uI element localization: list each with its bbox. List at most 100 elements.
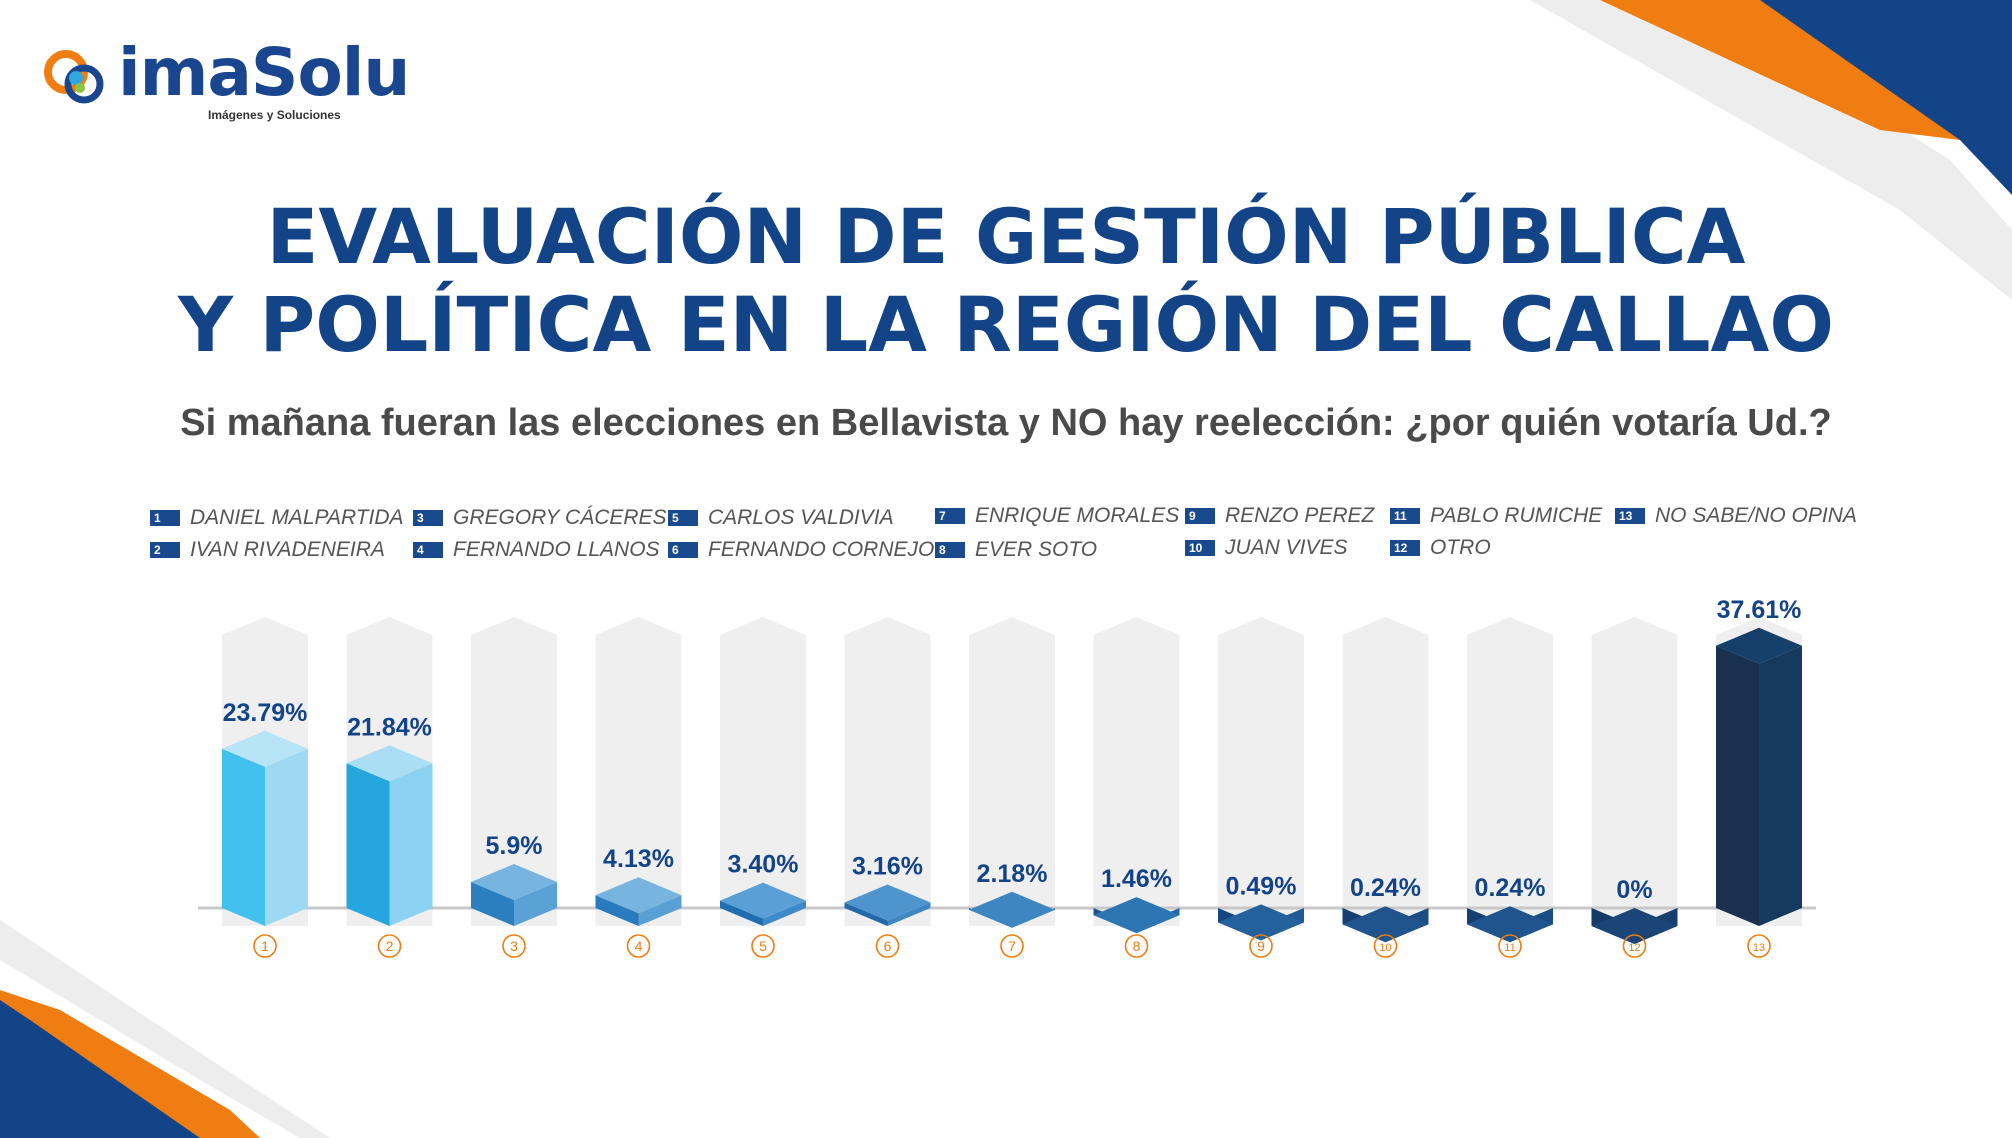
legend-label: ENRIQUE MORALES xyxy=(975,504,1180,527)
bar-front-2 xyxy=(346,763,390,926)
bar-top-1 xyxy=(222,730,308,767)
legend-label: NO SABE/NO OPINA xyxy=(1655,504,1857,527)
bar-value-label-1: 23.79% xyxy=(223,699,308,727)
legend-number: 7 xyxy=(935,508,965,524)
legend-item-11: 11 PABLO RUMICHE xyxy=(1390,504,1602,532)
category-circle-2 xyxy=(377,934,402,958)
corner-navy-stripe-top xyxy=(1760,0,2012,195)
bar-top-9 xyxy=(1218,904,1304,941)
category-label-8: 8 xyxy=(1133,938,1141,954)
survey-question: Si mañana fueran las elecciones en Bella… xyxy=(180,402,1832,444)
bar-value-label-10: 0.24% xyxy=(1350,874,1421,902)
bar-side-3 xyxy=(514,882,557,926)
bar-top-7 xyxy=(969,891,1055,928)
bar-value-label-11: 0.24% xyxy=(1475,874,1546,902)
category-label-4: 4 xyxy=(635,938,643,954)
bar-background-10 xyxy=(1342,617,1429,926)
corner-orange-stripe-bottom xyxy=(0,990,260,1138)
bar-front-3 xyxy=(471,882,514,926)
bar-front-13 xyxy=(1716,645,1759,926)
legend-label: IVAN RIVADENEIRA xyxy=(190,538,385,561)
category-label-7: 7 xyxy=(1008,938,1016,954)
category-circle-1 xyxy=(253,934,277,958)
bar-side-6 xyxy=(887,902,931,926)
legend-item-2: 2 IVAN RIVADENEIRA xyxy=(150,538,385,566)
bar-front-6 xyxy=(844,902,888,926)
legend-number: 11 xyxy=(1390,508,1420,524)
bar-top-13 xyxy=(1716,627,1802,664)
bar-value-label-6: 3.16% xyxy=(852,852,923,880)
category-label-11: 11 xyxy=(1504,942,1515,954)
legend-number: 1 xyxy=(150,510,180,526)
category-label-5: 5 xyxy=(759,938,767,954)
bar-front-5 xyxy=(720,900,763,926)
legend-number: 4 xyxy=(413,542,443,558)
bar-top-12 xyxy=(1591,908,1678,944)
legend-number: 3 xyxy=(413,510,443,526)
bar-background-7 xyxy=(969,617,1055,926)
legend-label: FERNANDO CORNEJO xyxy=(708,538,935,561)
bar-side-1 xyxy=(265,748,308,926)
bar-top-11 xyxy=(1467,906,1553,943)
corner-navy-stripe-bottom xyxy=(0,1000,200,1138)
bar-background-6 xyxy=(844,617,931,926)
legend-label: RENZO PEREZ xyxy=(1225,504,1375,527)
bar-value-label-5: 3.40% xyxy=(728,851,799,879)
category-label-3: 3 xyxy=(510,938,518,954)
legend-number: 13 xyxy=(1615,508,1645,524)
legend-number: 5 xyxy=(668,510,698,526)
bar-front-4 xyxy=(595,895,639,926)
bar-top-2 xyxy=(346,745,433,782)
bar-side-5 xyxy=(763,900,806,926)
legend-item-9: 9 RENZO PEREZ xyxy=(1185,504,1374,532)
category-circle-4 xyxy=(626,934,651,958)
logo-swirl-icon xyxy=(44,50,104,104)
bar-background-11 xyxy=(1467,617,1553,926)
bar-value-label-3: 5.9% xyxy=(486,832,543,860)
bar-value-label-9: 0.49% xyxy=(1226,872,1297,900)
bar-top-10 xyxy=(1342,906,1429,943)
legend-number: 9 xyxy=(1185,508,1215,524)
bar-front-1 xyxy=(222,748,265,926)
bar-top-5 xyxy=(720,882,806,919)
category-label-10: 10 xyxy=(1379,942,1391,954)
legend-label: FERNANDO LLANOS xyxy=(453,538,660,561)
legend-item-4: 4 FERNANDO LLANOS xyxy=(413,538,660,566)
page-title-line2: Y POLÍTICA EN LA REGIÓN DEL CALLAO xyxy=(178,280,1834,369)
category-label-2: 2 xyxy=(386,938,394,954)
legend-item-13: 13 NO SABE/NO OPINA xyxy=(1615,504,1857,532)
legend-item-5: 5 CARLOS VALDIVIA xyxy=(668,506,894,534)
category-label-9: 9 xyxy=(1257,938,1265,954)
legend-item-10: 10 JUAN VIVES xyxy=(1185,536,1348,564)
brand-logo: imaSolu Imágenes y Soluciones xyxy=(40,34,410,130)
category-label-13: 13 xyxy=(1753,942,1765,954)
bar-side-2 xyxy=(389,763,433,926)
page-title-line1: EVALUACIÓN DE GESTIÓN PÚBLICA xyxy=(266,192,1746,281)
bar-background-4 xyxy=(595,617,682,926)
legend-label: EVER SOTO xyxy=(975,538,1098,561)
brand-name: imaSolu xyxy=(118,34,410,111)
legend-label: OTRO xyxy=(1430,536,1491,559)
legend-label: DANIEL MALPARTIDA xyxy=(190,506,404,529)
legend-number: 8 xyxy=(935,542,965,558)
category-label-6: 6 xyxy=(884,938,892,954)
bar-background-8 xyxy=(1093,617,1180,926)
category-label-12: 12 xyxy=(1628,942,1640,954)
legend-number: 12 xyxy=(1390,540,1420,556)
category-circle-7 xyxy=(1000,934,1024,958)
bar-value-label-13: 37.61% xyxy=(1717,596,1802,624)
legend-item-1: 1 DANIEL MALPARTIDA xyxy=(150,506,404,534)
category-circle-8 xyxy=(1124,934,1149,958)
bar-side-4 xyxy=(638,895,682,926)
bar-background-12 xyxy=(1591,617,1678,926)
category-circle-11 xyxy=(1498,934,1522,958)
category-circle-9 xyxy=(1249,934,1273,958)
legend-label: CARLOS VALDIVIA xyxy=(708,506,894,529)
category-circle-10 xyxy=(1373,934,1398,958)
bar-background-9 xyxy=(1218,617,1304,926)
legend-item-7: 7 ENRIQUE MORALES xyxy=(935,504,1179,532)
category-label-1: 1 xyxy=(261,938,269,954)
bar-value-label-12: 0% xyxy=(1616,876,1652,904)
